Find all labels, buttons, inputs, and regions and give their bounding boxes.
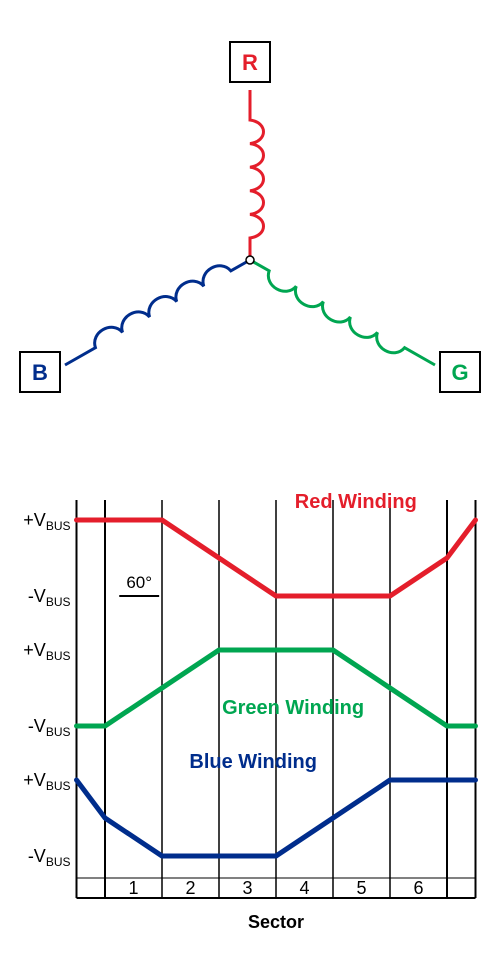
sector-num: 2 [185, 878, 195, 898]
trace-label-green: Green Winding [222, 697, 364, 719]
sector-num: 4 [299, 878, 309, 898]
trace-label-red: Red Winding [295, 491, 417, 513]
vbus-label: +VBUS [23, 640, 70, 663]
terminal-label-r: R [242, 50, 258, 75]
sector-num: 6 [413, 878, 423, 898]
terminal-label-g: G [451, 360, 468, 385]
sector-num: 3 [242, 878, 252, 898]
sector-num: 5 [356, 878, 366, 898]
sector-axis-label: Sector [248, 912, 304, 932]
vbus-label: -VBUS [28, 846, 71, 869]
terminal-label-b: B [32, 360, 48, 385]
vbus-label: -VBUS [28, 716, 71, 739]
sixty-deg-label: 60° [126, 573, 152, 592]
wye-center-node [246, 256, 254, 264]
sector-num: 1 [128, 878, 138, 898]
vbus-label: +VBUS [23, 770, 70, 793]
vbus-label: +VBUS [23, 510, 70, 533]
trace-label-blue: Blue Winding [189, 751, 317, 773]
winding-red [250, 90, 264, 260]
winding-blue [65, 260, 250, 365]
winding-green [250, 260, 435, 365]
vbus-label: -VBUS [28, 586, 71, 609]
